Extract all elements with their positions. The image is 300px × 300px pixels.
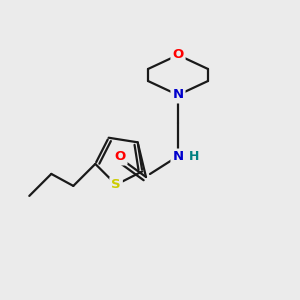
Text: S: S: [111, 178, 121, 191]
Text: N: N: [172, 88, 184, 101]
Text: O: O: [114, 151, 126, 164]
Text: N: N: [172, 151, 184, 164]
Text: O: O: [172, 49, 184, 62]
Text: H: H: [189, 151, 199, 164]
